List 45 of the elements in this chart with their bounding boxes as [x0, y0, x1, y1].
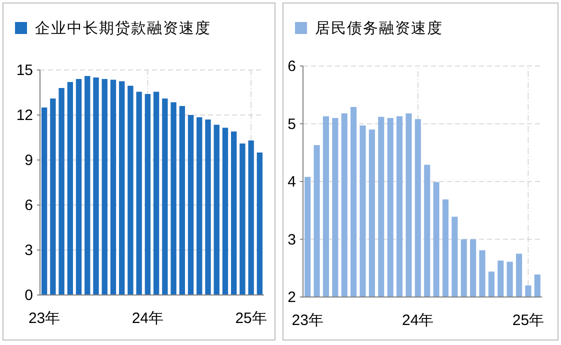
y-tick-label: 0: [24, 287, 33, 304]
bar: [128, 86, 134, 295]
x-tick-label: 25年: [235, 310, 267, 327]
y-tick-label: 6: [24, 197, 33, 214]
x-tick-label: 24年: [402, 312, 434, 329]
bar: [76, 79, 82, 295]
bar: [153, 92, 160, 295]
bar: [222, 128, 228, 295]
bar: [93, 78, 99, 295]
legend-label: 企业中长期贷款融资速度: [35, 20, 211, 37]
x-tick-label: 25年: [512, 312, 544, 329]
bar: [188, 115, 194, 295]
bar: [119, 81, 125, 295]
x-tick-label: 23年: [28, 310, 60, 327]
bar: [102, 79, 108, 295]
bar: [179, 106, 185, 295]
y-tick-label: 3: [288, 231, 296, 248]
y-tick-label: 15: [16, 62, 33, 79]
y-tick-label: 5: [288, 116, 296, 133]
bar: [231, 132, 237, 295]
y-tick-label: 9: [24, 152, 33, 169]
x-tick-label: 23年: [292, 312, 324, 329]
bar: [240, 144, 246, 295]
bar: [205, 120, 211, 295]
x-tick-label: 24年: [132, 310, 164, 327]
bar: [58, 88, 64, 295]
bar: [256, 152, 263, 295]
y-tick-label: 4: [288, 174, 296, 190]
bar: [248, 140, 254, 295]
bar: [110, 80, 116, 295]
bar: [67, 82, 73, 295]
y-tick-label: 2: [288, 289, 296, 306]
legend-label: 居民债务融资速度: [315, 20, 443, 37]
bar: [144, 94, 151, 295]
bar: [214, 124, 220, 295]
bar: [84, 76, 90, 295]
bar: [170, 102, 176, 295]
bar: [136, 92, 142, 295]
bar: [196, 117, 202, 295]
y-tick-label: 3: [24, 242, 33, 259]
y-tick-label: 12: [16, 107, 33, 124]
y-tick-label: 6: [288, 58, 296, 75]
bar: [50, 98, 56, 295]
bar: [41, 108, 48, 295]
bar: [162, 98, 168, 295]
